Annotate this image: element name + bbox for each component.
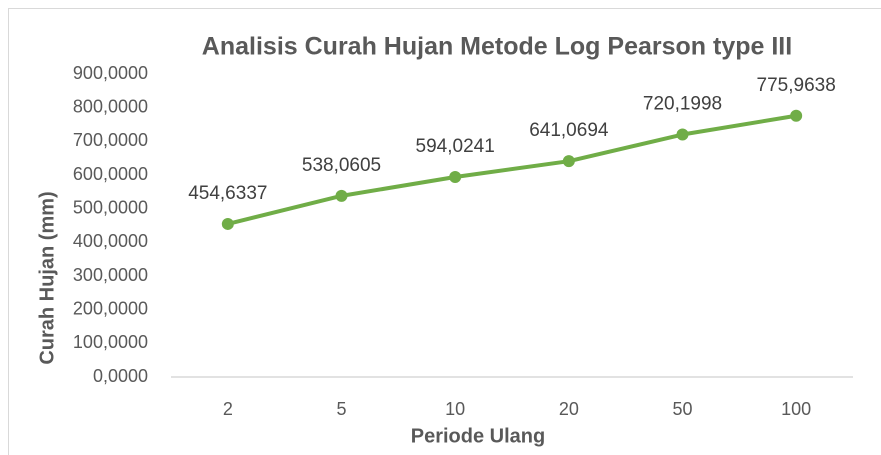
x-tick-label: 100: [781, 399, 811, 419]
marker: [676, 128, 689, 141]
marker: [335, 189, 348, 202]
data-label: 594,0241: [416, 136, 495, 157]
line-series: [227, 113, 797, 226]
x-axis-title: Periode Ulang: [411, 425, 545, 447]
chart-border: [8, 8, 881, 455]
y-tick-label: 400,0000: [73, 231, 148, 251]
data-label: 454,6337: [188, 183, 267, 204]
y-tick-label: 900,0000: [73, 63, 148, 83]
y-tick-label: 600,0000: [73, 164, 148, 184]
marker: [449, 171, 462, 184]
x-tick-label: 50: [672, 399, 692, 419]
data-label: 538,0605: [302, 155, 381, 176]
x-tick-label: 5: [336, 399, 346, 419]
y-tick-label: 200,0000: [73, 298, 148, 318]
y-axis-title: Curah Hujan (mm): [36, 191, 58, 364]
y-tick-label: 0,0000: [93, 366, 148, 386]
y-tick-label: 100,0000: [73, 332, 148, 352]
x-tick-label: 2: [223, 399, 233, 419]
y-tick-label: 300,0000: [73, 265, 148, 285]
chart-title: Analisis Curah Hujan Metode Log Pearson …: [202, 33, 792, 61]
data-label: 720,1998: [643, 94, 722, 115]
x-tick-label: 10: [445, 399, 465, 419]
marker: [221, 217, 234, 230]
y-tick-label: 800,0000: [73, 96, 148, 116]
y-tick-label: 500,0000: [73, 197, 148, 217]
x-tick-label: 20: [559, 399, 579, 419]
marker: [790, 109, 803, 122]
data-label: 775,9638: [757, 75, 836, 96]
marker: [562, 155, 575, 168]
y-tick-label: 700,0000: [73, 130, 148, 150]
data-label: 641,0694: [529, 120, 609, 141]
